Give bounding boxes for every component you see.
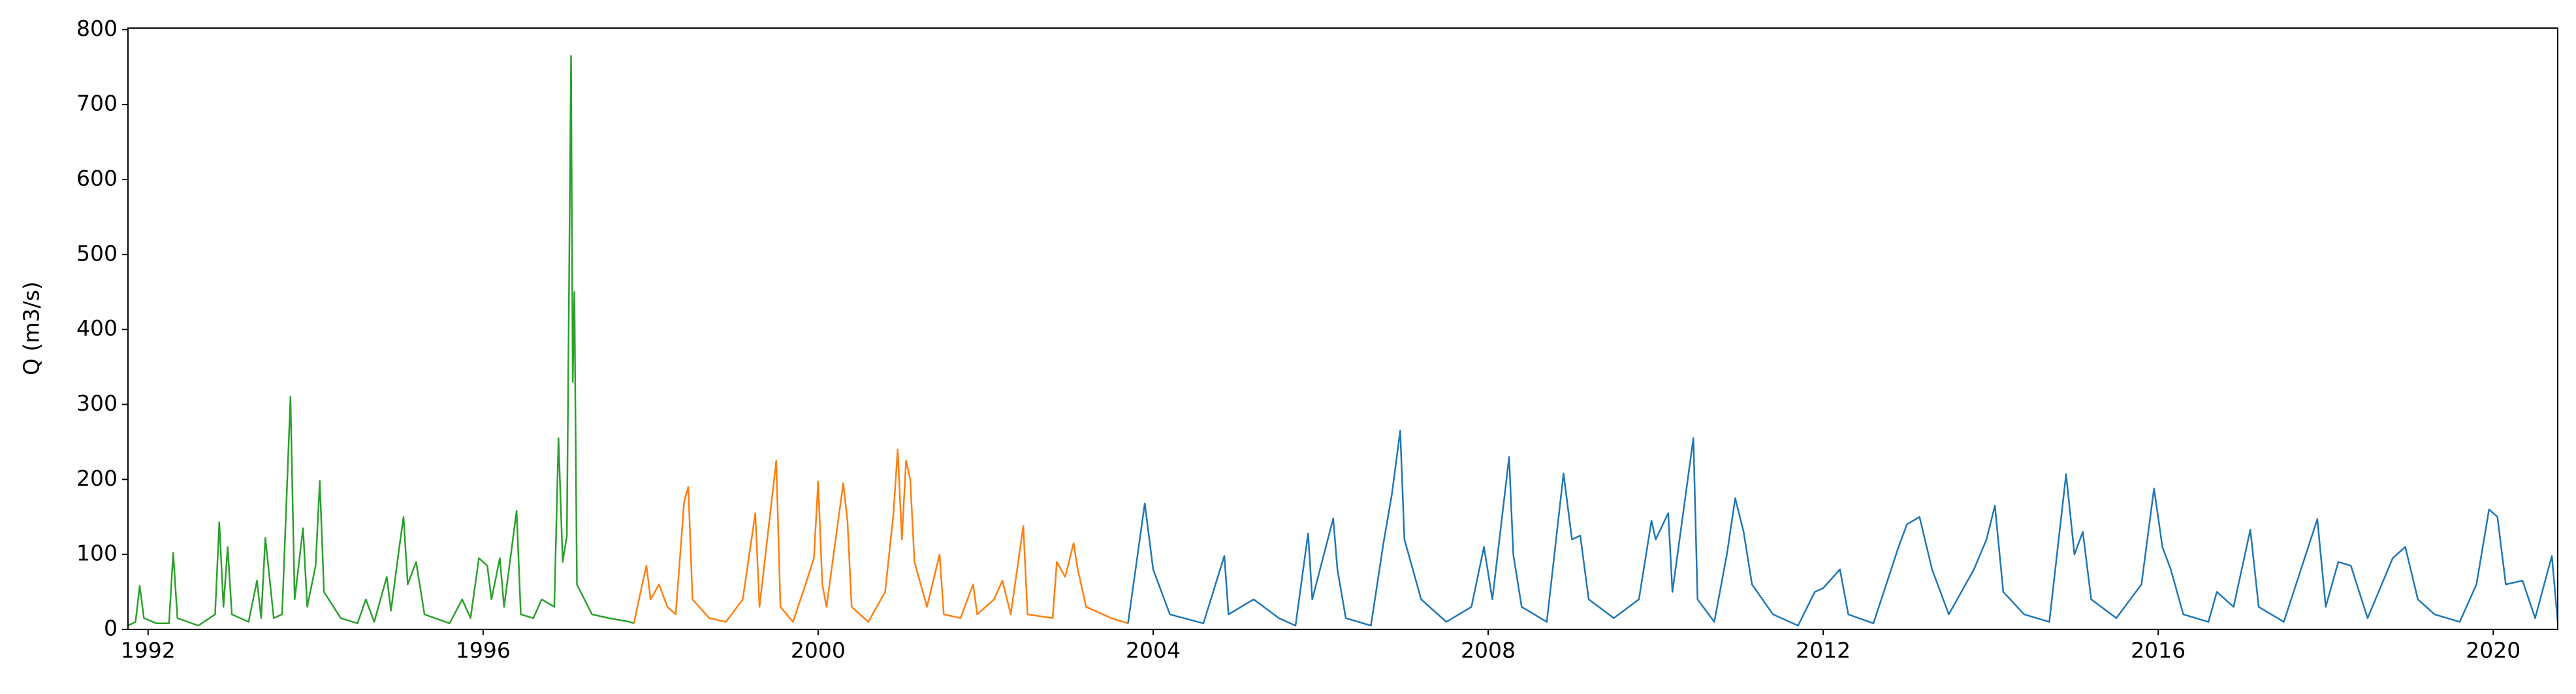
- series-line: [127, 55, 635, 627]
- y-tick-label: 0: [104, 616, 118, 641]
- x-tick-label: 2004: [1126, 638, 1181, 663]
- x-tick-label: 2020: [2466, 638, 2520, 663]
- x-tick-label: 2016: [2131, 638, 2186, 663]
- series-line: [1127, 430, 2559, 627]
- y-tick-label: 400: [76, 315, 118, 341]
- series-line: [633, 449, 1128, 625]
- y-axis-label: Q (m3/s): [19, 281, 44, 375]
- x-tick-label: 2008: [1461, 638, 1516, 663]
- x-tick-label: 1992: [121, 638, 176, 663]
- y-tick-label: 300: [76, 390, 118, 416]
- x-tick-label: 2012: [1796, 638, 1851, 663]
- y-tick-label: 200: [76, 465, 118, 491]
- x-tick-label: 2000: [791, 638, 846, 663]
- y-tick-label: 800: [76, 16, 118, 41]
- y-tick-label: 500: [76, 240, 118, 266]
- y-tick-label: 100: [76, 541, 118, 566]
- plot-frame: [127, 27, 2558, 630]
- x-tick-label: 1996: [456, 638, 511, 663]
- y-tick-label: 700: [76, 91, 118, 116]
- y-tick-label: 600: [76, 165, 118, 191]
